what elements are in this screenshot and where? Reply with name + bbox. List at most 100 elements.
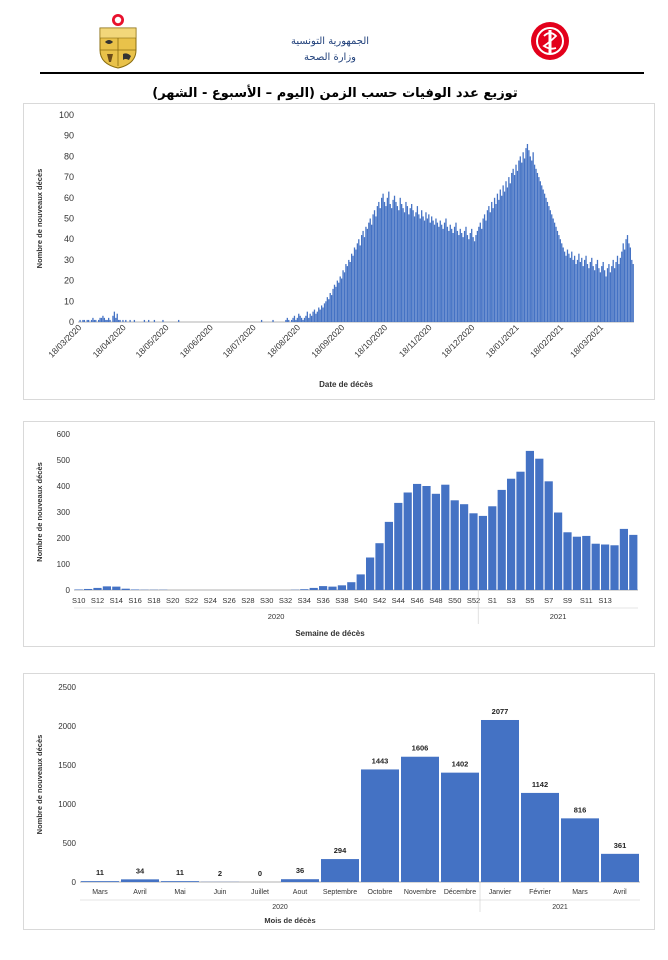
daily-bar: [518, 160, 520, 322]
daily-bar: [598, 268, 600, 322]
x-tick-label: Mai: [174, 889, 186, 896]
weekly-bar: [366, 557, 375, 590]
y-tick-label: 80: [64, 151, 74, 161]
y-tick-label: 30: [64, 255, 74, 265]
daily-bar: [445, 218, 447, 322]
daily-bar: [625, 239, 627, 322]
daily-bar: [288, 319, 290, 322]
daily-bar: [112, 315, 114, 322]
daily-bar: [628, 243, 630, 322]
daily-bar: [506, 187, 509, 322]
x-tick-label: Janvier: [489, 889, 512, 896]
daily-bar: [88, 319, 90, 322]
daily-bar: [90, 319, 93, 322]
weekly-bar: [300, 589, 309, 590]
weekly-bar: [525, 450, 534, 590]
daily-bar: [326, 297, 328, 322]
daily-bar: [555, 226, 557, 322]
daily-bar: [405, 201, 407, 322]
daily-bar: [473, 241, 476, 322]
x-tick-label: S34: [298, 596, 311, 605]
daily-bar: [343, 272, 346, 322]
daily-bar: [579, 261, 581, 322]
daily-bar: [329, 293, 331, 322]
daily-bar: [102, 315, 104, 322]
daily-bar: [316, 311, 318, 322]
daily-bar: [333, 284, 336, 322]
daily-bar: [582, 266, 584, 322]
data-label: 816: [574, 805, 587, 814]
x-tick-label: S5: [525, 596, 534, 605]
daily-bar: [458, 235, 460, 322]
daily-bar: [472, 237, 474, 322]
data-label: 36: [296, 866, 304, 875]
x-tick-label: 18/08/2020: [265, 322, 302, 359]
daily-bar: [295, 319, 297, 322]
x-tick-label: S52: [467, 596, 480, 605]
x-tick-label: Avril: [133, 889, 147, 896]
daily-bar: [478, 226, 480, 322]
daily-bar: [286, 317, 288, 322]
x-axis-title: Mois de décès: [264, 916, 315, 925]
daily-bar: [105, 319, 107, 322]
daily-bar: [502, 185, 504, 322]
daily-bar: [622, 243, 624, 322]
y-tick-label: 100: [59, 110, 74, 120]
y-tick-label: 70: [64, 172, 74, 182]
daily-bar: [556, 230, 559, 322]
daily-bar: [406, 206, 409, 322]
y-tick-label: 100: [57, 560, 71, 569]
daily-bar: [479, 222, 481, 322]
daily-bar: [493, 197, 496, 322]
weekly-bar: [497, 489, 506, 590]
x-tick-label: S13: [598, 596, 611, 605]
daily-bar: [395, 201, 397, 322]
x-tick-label: 18/12/2020: [439, 322, 476, 359]
weekly-bar: [572, 536, 581, 590]
daily-bar: [559, 239, 561, 322]
ministry-header-text: الجمهورية التونسية وزارة الصحة: [250, 34, 410, 66]
weekly-bar: [347, 582, 356, 590]
daily-bar: [100, 317, 103, 322]
daily-bar: [153, 319, 156, 322]
daily-bar: [99, 317, 101, 322]
daily-bar: [98, 319, 100, 322]
daily-bar: [575, 264, 577, 322]
daily-bar: [495, 204, 497, 322]
daily-bar: [309, 313, 311, 322]
daily-bar: [328, 299, 330, 322]
daily-bar: [549, 210, 551, 322]
daily-bar: [629, 247, 631, 322]
weekly-bar: [469, 513, 478, 590]
daily-bar: [546, 201, 549, 322]
daily-bar: [605, 276, 607, 322]
daily-bar: [302, 319, 304, 322]
page-title: توزيع عدد الوفيات حسب الزمن (اليوم – الأ…: [152, 86, 518, 101]
x-tick-label: 18/03/2020: [46, 322, 83, 359]
daily-bar: [356, 243, 359, 322]
data-label: 1142: [532, 780, 548, 789]
daily-bar: [565, 255, 567, 322]
daily-bar: [162, 319, 164, 322]
daily-bar: [469, 232, 471, 322]
daily-bar: [115, 317, 117, 322]
x-tick-label: S30: [260, 596, 273, 605]
x-tick-label: S20: [166, 596, 179, 605]
daily-bar: [538, 177, 540, 322]
daily-bar: [586, 264, 589, 322]
daily-bar: [441, 224, 443, 322]
daily-bar: [348, 259, 350, 322]
daily-bar: [119, 319, 121, 322]
x-tick-label: 18/05/2020: [133, 322, 170, 359]
weekly-bar: [337, 585, 346, 590]
y-tick-label: 500: [63, 839, 77, 848]
daily-bar: [320, 305, 323, 322]
daily-bar: [516, 170, 519, 322]
weekly-bar: [102, 586, 111, 590]
daily-bar: [618, 264, 620, 322]
daily-bar: [292, 317, 294, 322]
data-label: 11: [96, 868, 104, 877]
x-tick-label: S36: [316, 596, 329, 605]
daily-bar: [429, 222, 431, 322]
daily-bar: [528, 150, 530, 322]
